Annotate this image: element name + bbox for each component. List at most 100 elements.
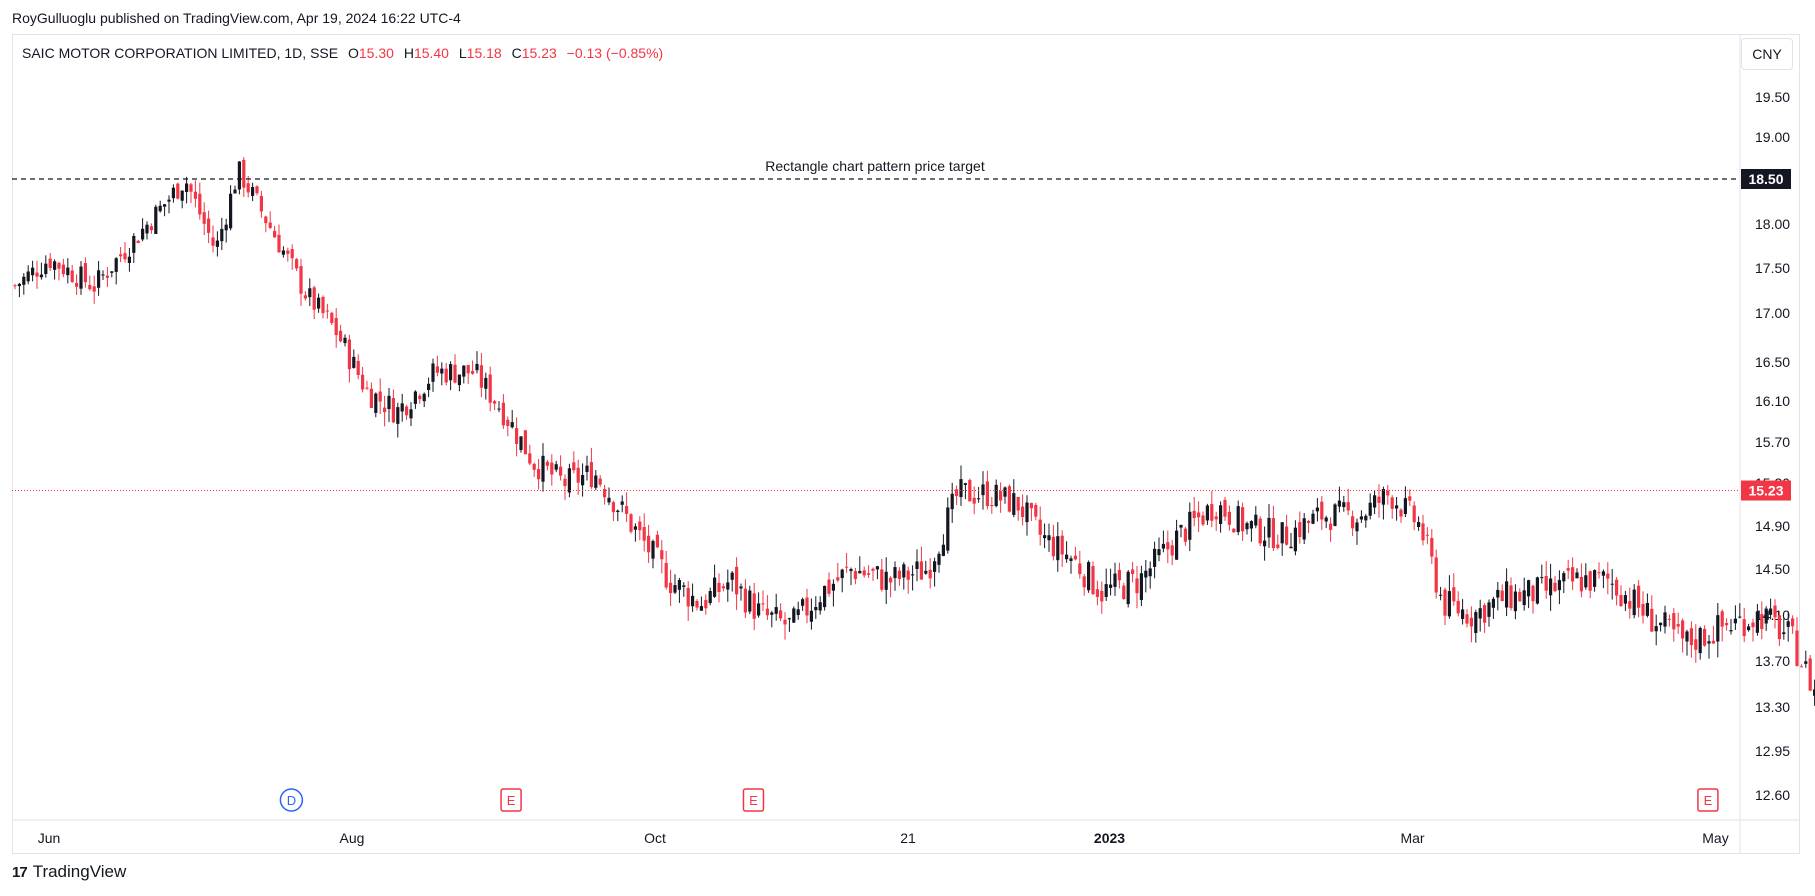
candle-body: [893, 567, 897, 579]
candle-body: [1777, 615, 1781, 640]
candle-body: [158, 205, 162, 212]
candle-body: [132, 235, 136, 253]
candle-body: [1628, 600, 1632, 609]
candle-body: [537, 469, 541, 480]
chart-frame: [12, 34, 1800, 854]
candle-body: [299, 266, 303, 294]
high-key: H: [403, 45, 414, 61]
candle-body: [246, 183, 250, 193]
candle-body: [435, 366, 439, 373]
event-marker-label: E: [749, 793, 758, 808]
candle-body: [853, 571, 857, 579]
candle-body: [1659, 622, 1663, 626]
candle-body: [1302, 518, 1306, 540]
candle-body: [1447, 591, 1451, 617]
candle-body: [567, 468, 571, 493]
candle-body: [1544, 576, 1548, 591]
candle-body: [1355, 522, 1359, 532]
candle-body: [1117, 569, 1121, 581]
candle-body: [141, 228, 145, 240]
candle-body: [347, 339, 351, 370]
candle-body: [713, 577, 717, 597]
candle-body: [365, 387, 369, 389]
candle-body: [475, 363, 479, 371]
candle-body: [1650, 608, 1654, 632]
candle-body: [677, 580, 681, 590]
candle-body: [264, 216, 268, 224]
candle-body: [1342, 502, 1346, 508]
y-tick-label: 13.30: [1755, 699, 1790, 715]
candle-body: [1241, 507, 1245, 532]
candle-body: [1025, 502, 1029, 523]
candle-body: [598, 478, 602, 485]
candle-body: [466, 365, 470, 374]
candle-body: [1456, 600, 1460, 614]
candle-body: [1795, 630, 1799, 666]
candle-body: [1359, 516, 1363, 520]
candle-body: [220, 228, 224, 242]
candle-body: [374, 393, 378, 413]
candle-body: [180, 190, 184, 201]
candle-body: [211, 237, 215, 246]
x-tick-label: 21: [900, 830, 916, 846]
candle-body: [1073, 555, 1077, 560]
currency-button[interactable]: CNY: [1741, 38, 1793, 70]
candle-body: [994, 484, 998, 507]
candle-body: [352, 356, 356, 368]
candle-body: [1729, 630, 1733, 632]
candle-body: [748, 590, 752, 612]
candle-body: [664, 563, 668, 588]
candle-body: [229, 193, 233, 229]
candle-body: [915, 561, 919, 569]
close-value: 15.23: [521, 45, 557, 61]
candle-body: [779, 610, 783, 619]
candle-body: [770, 612, 774, 615]
candle-body: [977, 498, 981, 500]
candle-body: [449, 364, 453, 381]
candle-body: [1465, 614, 1469, 624]
event-marker-box: [1697, 788, 1719, 812]
candle-body: [506, 419, 510, 426]
candle-body: [1232, 528, 1236, 533]
y-tick-label: 18.00: [1755, 216, 1790, 232]
tradingview-logo[interactable]: 17 TradingView: [12, 862, 126, 882]
candle-body: [519, 436, 523, 450]
candle-body: [44, 263, 48, 275]
candle-body: [1175, 530, 1179, 560]
candle-body: [1452, 587, 1456, 602]
candle-body: [955, 489, 959, 497]
candle-body: [1104, 584, 1108, 597]
y-tick-label: 15.70: [1755, 434, 1790, 450]
candle-body: [1109, 584, 1113, 588]
candle-body: [501, 402, 505, 426]
candle-body: [1527, 580, 1531, 597]
candle-body: [1368, 502, 1372, 516]
candle-body: [1377, 496, 1381, 503]
candle-body: [1773, 605, 1777, 618]
candle-body: [189, 184, 193, 192]
candle-body: [1597, 572, 1601, 574]
open-key: O: [347, 45, 359, 61]
candle-body: [1663, 612, 1667, 627]
candle-body: [1769, 608, 1773, 615]
candle-body: [669, 582, 673, 594]
candle-body: [1760, 614, 1764, 630]
candle-body: [1403, 498, 1407, 514]
event-marker-label: E: [1704, 793, 1713, 808]
candle-body: [933, 561, 937, 572]
candle-body: [686, 588, 690, 607]
candle-body: [1637, 585, 1641, 608]
candle-body: [1707, 641, 1711, 644]
candle-body: [1738, 616, 1742, 618]
y-tick-label: 14.90: [1755, 518, 1790, 534]
candle-body: [1051, 536, 1055, 557]
candle-body: [1029, 502, 1033, 509]
candle-body: [1214, 516, 1218, 520]
candle-body: [594, 475, 598, 488]
candle-body: [1571, 567, 1575, 582]
candle-body: [198, 193, 202, 215]
candle-body: [1034, 504, 1038, 517]
candle-body: [1606, 573, 1610, 579]
x-tick-label: Mar: [1400, 830, 1424, 846]
